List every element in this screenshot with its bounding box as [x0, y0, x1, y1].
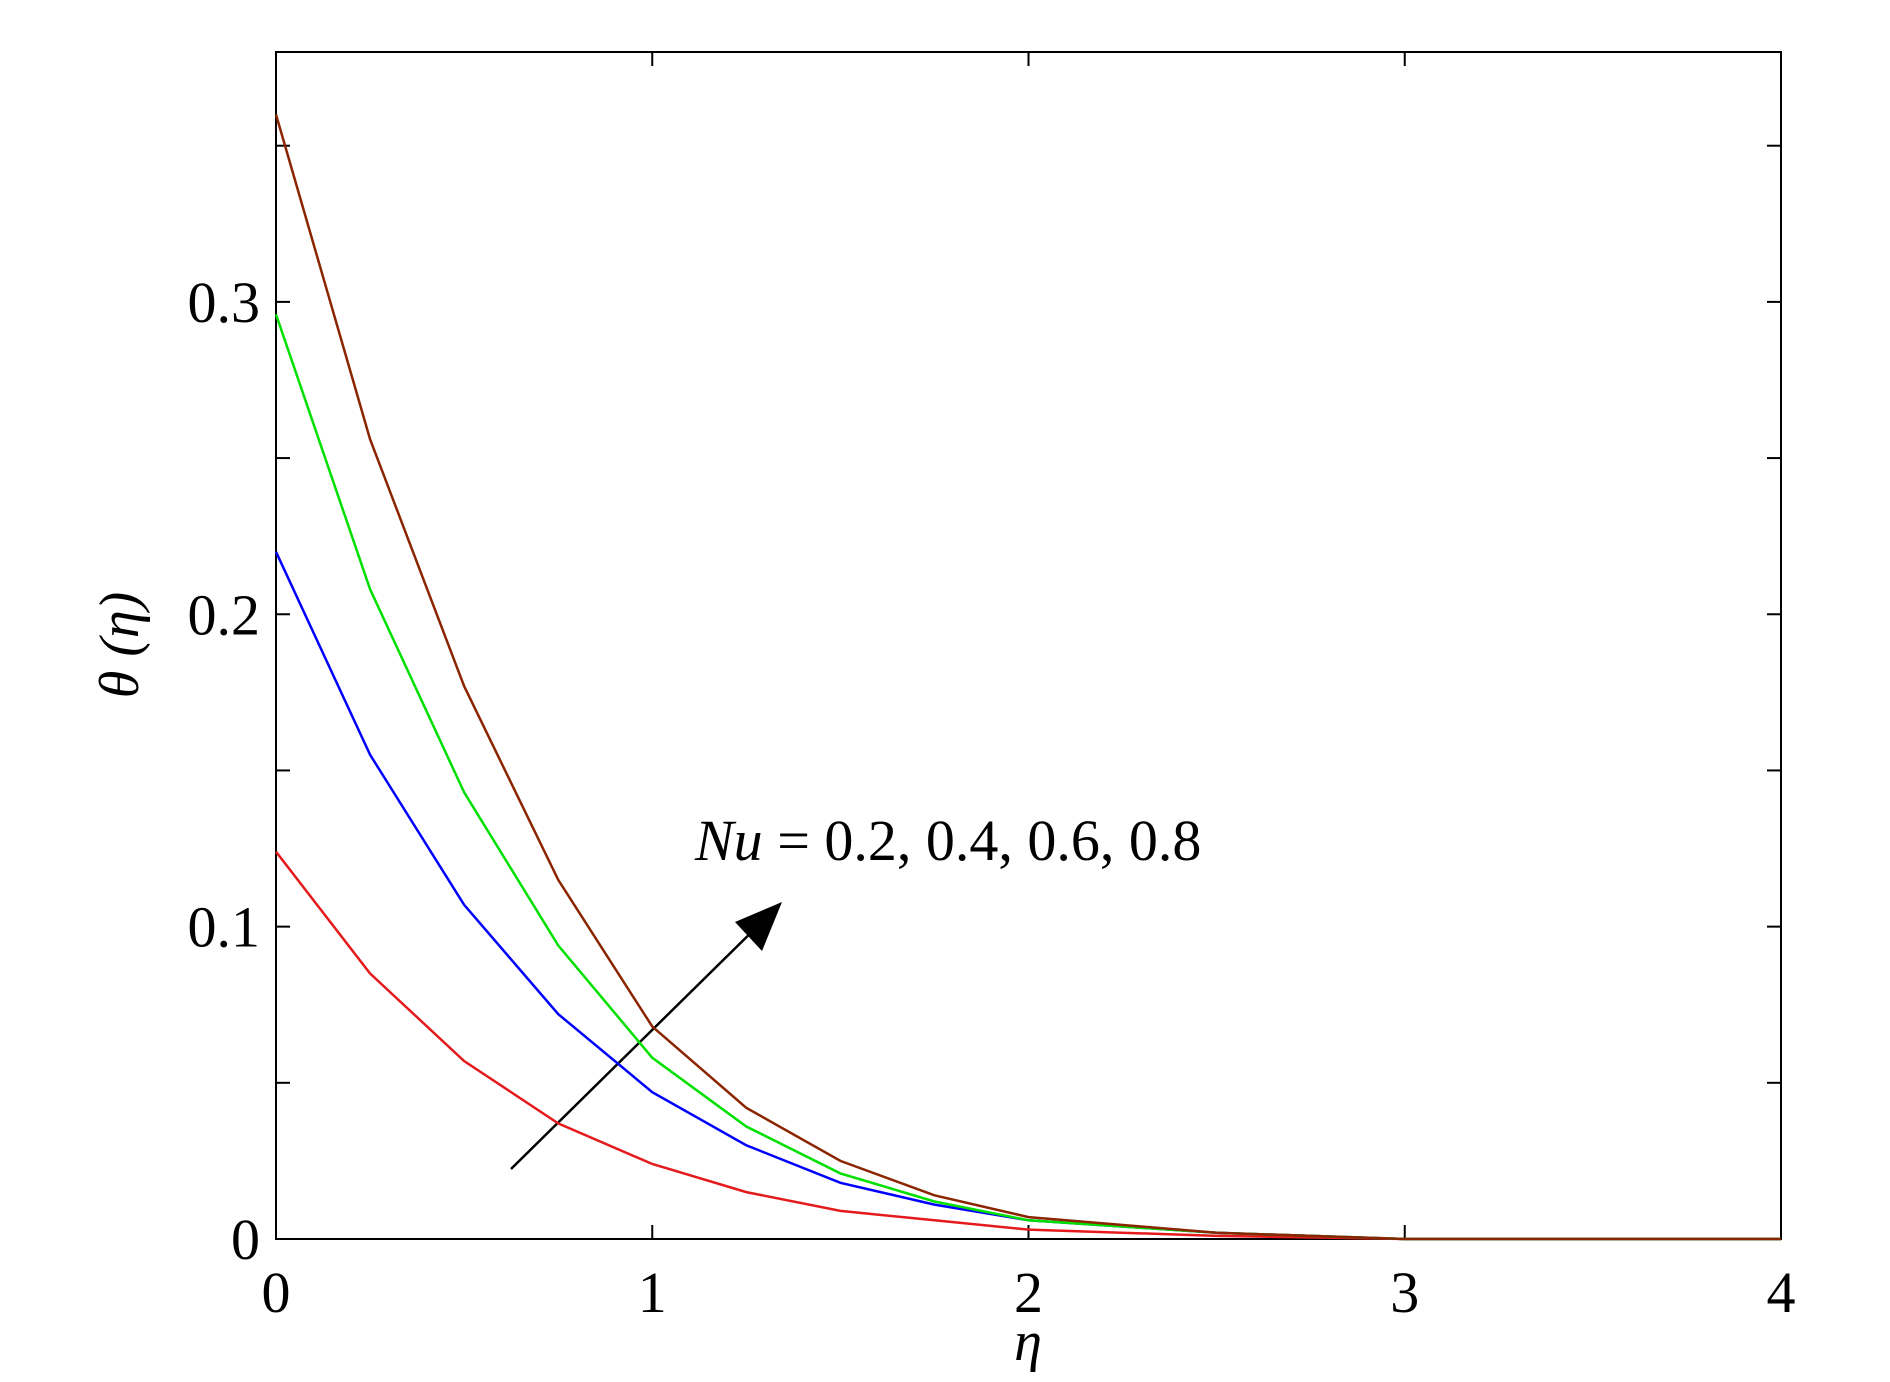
series-line: [274, 551, 1781, 1241]
x-tick-label: 0: [262, 1260, 291, 1325]
x-tick-label: 2: [1014, 1260, 1043, 1325]
y-tick-label: 0.1: [188, 895, 261, 960]
arrow-head: [735, 902, 782, 951]
x-tick-label: 4: [1767, 1260, 1796, 1325]
x-tick-label: 1: [638, 1260, 667, 1325]
y-tick-label: 0: [231, 1207, 260, 1272]
series-line: [274, 313, 1781, 1241]
annotation: Nu = 0.2, 0.4, 0.6, 0.8: [694, 808, 1201, 873]
x-axis-label: η: [1014, 1311, 1042, 1373]
series-line: [274, 114, 1781, 1241]
y-tick-label: 0.3: [188, 270, 261, 335]
x-tick-label: 3: [1390, 1260, 1419, 1325]
series-line: [275, 850, 1781, 1241]
arrow: [510, 908, 776, 1170]
y-tick-label: 0.2: [188, 582, 261, 647]
plot-frame: [275, 51, 1782, 1240]
annotation-text: = 0.2, 0.4, 0.6, 0.8: [777, 808, 1201, 873]
y-axis-label: θ (η): [89, 592, 151, 699]
annotation-symbol: Nu: [694, 808, 763, 873]
